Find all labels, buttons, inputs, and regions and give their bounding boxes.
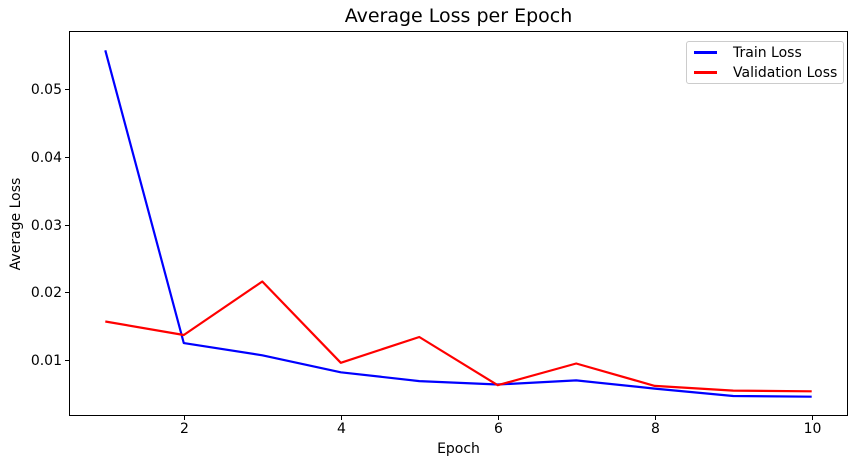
y-tick-label: 0.05	[31, 82, 62, 98]
plot-border	[69, 31, 848, 416]
x-tick-label: 10	[804, 421, 822, 437]
validation-loss-line-sample-icon	[694, 71, 717, 74]
y-axis-label: Average Loss	[8, 178, 24, 271]
y-tick-label: 0.01	[31, 353, 62, 369]
legend: Train Loss Validation Loss	[686, 41, 844, 84]
legend-label-validation-loss: Validation Loss	[733, 64, 838, 81]
validation-loss-line	[105, 280, 812, 393]
legend-label-train-loss: Train Loss	[733, 44, 802, 61]
x-tick-label: 2	[180, 421, 189, 437]
train-loss-line-sample-icon	[694, 51, 717, 54]
train-loss-line	[104, 50, 812, 398]
x-tick-label: 4	[337, 421, 346, 437]
x-axis-label: Epoch	[437, 441, 480, 457]
legend-item-validation-loss: Validation Loss	[694, 63, 838, 83]
x-tick-label: 6	[494, 421, 503, 437]
x-tick-label: 8	[651, 421, 660, 437]
y-tick-label: 0.04	[31, 150, 62, 166]
y-tick-label: 0.03	[31, 218, 62, 234]
y-tick-label: 0.02	[31, 285, 62, 301]
chart-title: Average Loss per Epoch	[345, 5, 573, 27]
legend-item-train-loss: Train Loss	[694, 43, 835, 63]
